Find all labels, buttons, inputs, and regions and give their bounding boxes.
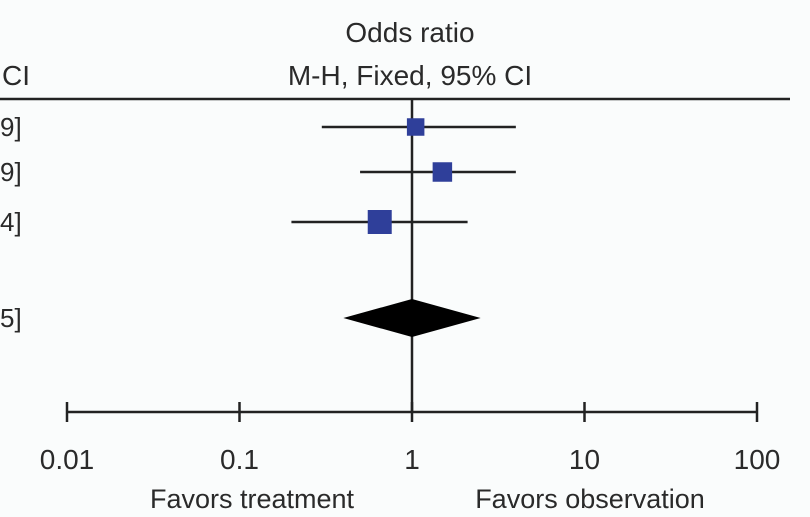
chart-subtitle: M-H, Fixed, 95% CI — [288, 60, 532, 91]
study-box — [432, 162, 453, 182]
pooled-left-fragment: 5] — [0, 303, 22, 333]
x-tick-label: 1 — [404, 444, 420, 475]
study-rows: 9] 9] 4] 5] — [0, 112, 516, 337]
pooled-diamond — [343, 299, 481, 337]
x-label-right: Favors observation — [475, 484, 705, 514]
study-box — [367, 210, 392, 234]
x-label-left: Favors treatment — [150, 484, 355, 514]
study-left-fragment: 9] — [0, 157, 22, 187]
study-left-fragment: 4] — [0, 207, 22, 237]
study-left-fragment: 9] — [0, 112, 22, 142]
x-tick-label: 10 — [569, 444, 600, 475]
study-box — [406, 118, 425, 136]
header-left-fragment: CI — [2, 60, 30, 91]
x-tick-label: 0.1 — [220, 444, 259, 475]
x-axis: 0.01 0.1 1 10 100 — [40, 402, 781, 475]
x-tick-label: 100 — [734, 444, 781, 475]
chart-title: Odds ratio — [345, 17, 474, 48]
x-tick-label: 0.01 — [40, 444, 95, 475]
